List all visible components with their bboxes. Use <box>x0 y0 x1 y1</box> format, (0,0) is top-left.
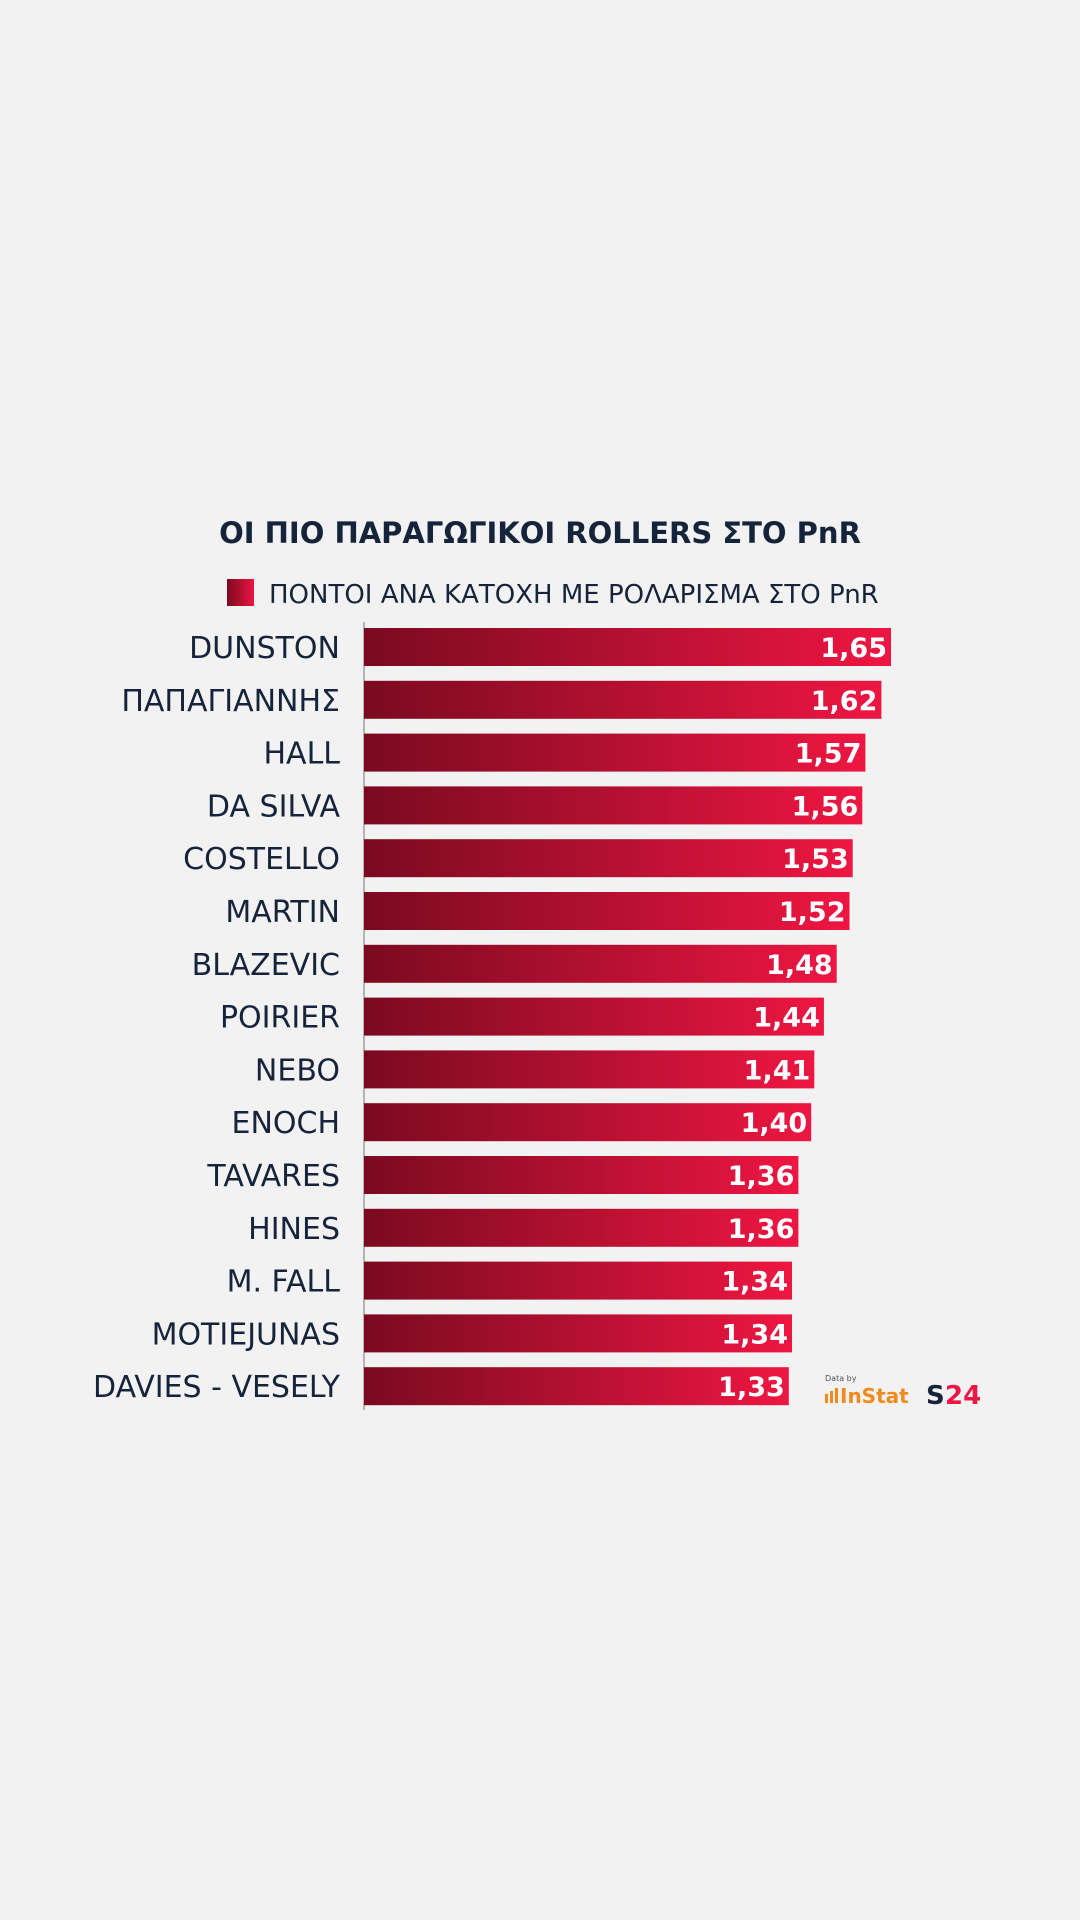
s24-logo-s: S <box>926 1381 945 1411</box>
category-label: ΠΑΠΑΓΙΑΝΝΗΣ <box>121 684 340 719</box>
bar <box>364 1367 789 1406</box>
bar <box>364 733 866 772</box>
category-label: POIRIER <box>220 1001 340 1036</box>
bar <box>364 944 837 983</box>
value-label: 1,33 <box>718 1372 785 1403</box>
category-label: BLAZEVIC <box>192 948 340 983</box>
value-label: 1,48 <box>766 950 833 981</box>
category-label: COSTELLO <box>183 842 340 877</box>
value-label: 1,53 <box>782 844 849 875</box>
category-label: MOTIEJUNAS <box>152 1317 340 1352</box>
category-labels: DUNSTON ΠΑΠΑΓΙΑΝΝΗΣ HALL DA SILVA COSTELLO MA… <box>93 631 341 1405</box>
bar <box>364 680 882 719</box>
value-label: 1,56 <box>792 791 859 822</box>
value-label: 1,36 <box>728 1161 795 1192</box>
bar <box>364 892 850 930</box>
s24-logo-24: 24 <box>945 1381 981 1411</box>
value-label: 1,57 <box>795 739 862 770</box>
data-by-label: Data by <box>825 1374 857 1383</box>
legend-label: ΠΟΝΤΟΙ ΑΝΑ ΚΑΤΟΧΗ ΜΕ ΡΟΛΑΡΙΣΜΑ ΣΤΟ PnR <box>269 580 879 610</box>
value-label: 1,41 <box>744 1055 811 1086</box>
bars-group <box>364 628 891 1406</box>
bar <box>364 628 891 666</box>
s24-logo: S 24 <box>926 1381 981 1411</box>
category-label: TAVARES <box>206 1159 340 1194</box>
instat-logo: InStat <box>825 1384 909 1408</box>
bar <box>364 839 853 878</box>
value-label: 1,62 <box>811 686 878 717</box>
legend-swatch <box>227 579 254 606</box>
data-credits: Data by InStat S 24 <box>825 1374 981 1411</box>
bar <box>364 1156 799 1194</box>
value-label: 1,65 <box>820 633 887 664</box>
category-label: ENOCH <box>231 1106 340 1141</box>
instat-logo-text: InStat <box>840 1384 909 1408</box>
bar <box>364 1050 815 1089</box>
value-label: 1,34 <box>721 1319 788 1350</box>
category-label: MARTIN <box>225 895 340 930</box>
value-labels: 1,65 1,62 1,57 1,56 1,53 1,52 1,48 1,44 1,41 1,40… <box>718 633 887 1403</box>
value-label: 1,34 <box>721 1267 788 1298</box>
category-label: DAVIES - VESELY <box>93 1370 341 1405</box>
bar <box>364 1314 792 1353</box>
instat-logo-bar <box>830 1391 833 1403</box>
value-label: 1,36 <box>728 1214 795 1245</box>
bar <box>364 1103 812 1142</box>
value-label: 1,44 <box>753 1003 820 1034</box>
chart-title: ΟΙ ΠΙΟ ΠΑΡΑΓΩΓΙΚΟΙ ROLLERS ΣΤΟ PnR <box>219 516 861 550</box>
bar <box>364 786 863 825</box>
category-label: HINES <box>248 1212 340 1247</box>
value-label: 1,52 <box>779 897 846 928</box>
category-label: DUNSTON <box>189 631 340 666</box>
value-label: 1,40 <box>741 1108 808 1139</box>
category-label: HALL <box>263 737 340 772</box>
instat-logo-bar <box>835 1388 838 1403</box>
bar <box>364 1208 799 1247</box>
category-label: M. FALL <box>227 1265 341 1300</box>
bar <box>364 997 824 1036</box>
instat-logo-bar <box>825 1394 828 1403</box>
category-label: NEBO <box>255 1053 340 1088</box>
category-label: DA SILVA <box>207 789 341 824</box>
bar <box>364 1261 792 1300</box>
